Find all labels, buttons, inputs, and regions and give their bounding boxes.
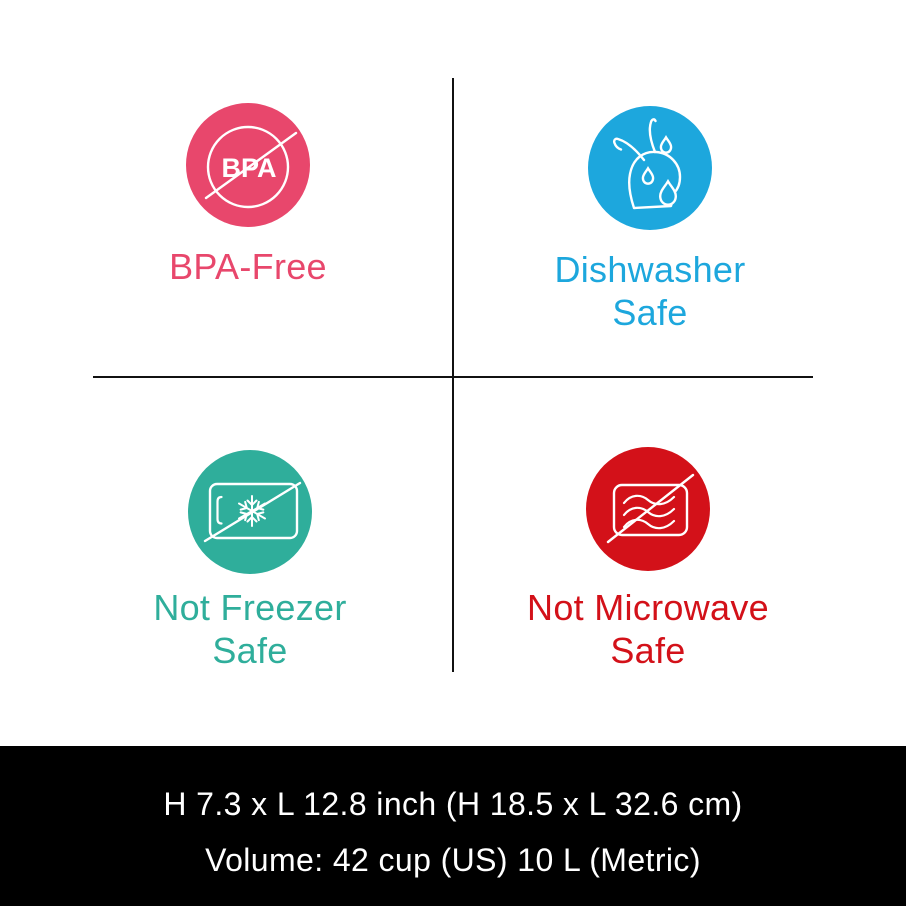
label-line: Dishwasher [554,249,746,290]
feature-label-dishwasher-safe: Dishwasher Safe [500,248,800,334]
label-line: Safe [610,630,686,671]
specs-bar: H 7.3 x L 12.8 inch (H 18.5 x L 32.6 cm)… [0,746,906,906]
label-line: Safe [612,292,688,333]
label-line: Not Microwave [527,587,769,628]
no-microwave-icon [586,447,710,571]
vertical-divider [452,78,454,672]
feature-label-not-freezer-safe: Not Freezer Safe [100,586,400,672]
label-line: BPA-Free [169,246,327,287]
dishwasher-safe-icon [588,106,712,230]
feature-label-not-microwave-safe: Not Microwave Safe [498,586,798,672]
no-freezer-icon [188,450,312,574]
horizontal-divider [93,376,813,378]
dimensions-text: H 7.3 x L 12.8 inch (H 18.5 x L 32.6 cm) [163,785,743,822]
no-bpa-icon: BPA [186,103,310,227]
label-line: Safe [212,630,288,671]
feature-label-bpa-free: BPA-Free [98,245,398,288]
label-line: Not Freezer [153,587,347,628]
volume-text: Volume: 42 cup (US) 10 L (Metric) [205,841,701,878]
